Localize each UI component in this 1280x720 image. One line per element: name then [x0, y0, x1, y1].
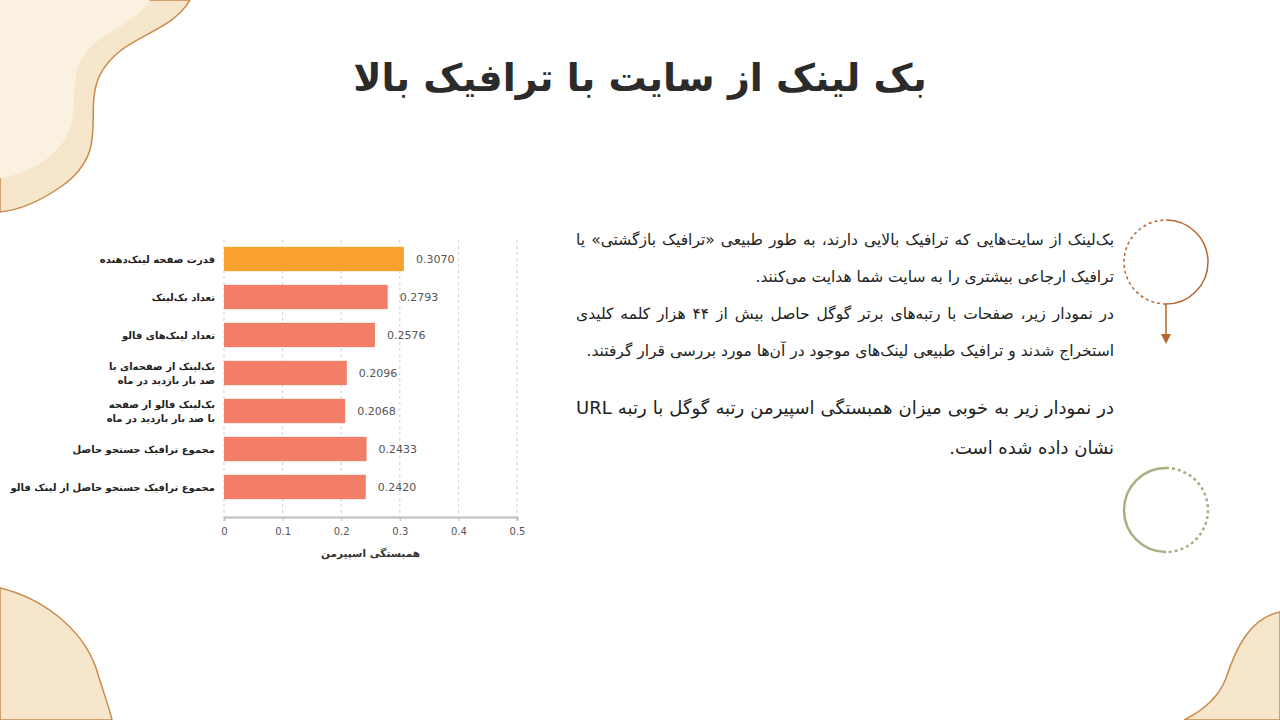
category-label: بک‌لینک از صفحه‌ای باصد بار بازدید در ما… — [109, 361, 215, 387]
tick-label: 0 — [221, 526, 227, 537]
bar — [224, 475, 366, 499]
category-label: تعداد بک‌لینک — [152, 292, 216, 303]
slide-title: بک لینک از سایت با ترافیک بالا — [240, 56, 1040, 100]
decor-shape — [0, 0, 190, 212]
tick-mark — [400, 517, 401, 521]
category-labels: قدرت صفحه لینک‌دهنده تعداد بک‌لینک تعداد ل… — [9, 254, 215, 494]
category-label: تعداد لینک‌های فالو — [121, 330, 215, 342]
category-label: قدرت صفحه لینک‌دهنده — [100, 254, 215, 266]
text-block: بک‌لینک از سایت‌هایی که ترافیک بالایی دا… — [576, 222, 1114, 468]
data-label: 0.2420 — [378, 481, 417, 494]
tick: 0.2 — [334, 517, 350, 537]
bar — [224, 437, 367, 461]
data-label: 0.3070 — [416, 253, 455, 266]
slide: 0 0.1 0.2 0.3 0.4 0.5 همبستگی اسپیرمن 0.3070 0.2… — [0, 0, 1280, 720]
decor-shape — [1165, 304, 1167, 338]
data-label: 0.2576 — [387, 329, 426, 342]
tick-label: 0.1 — [275, 526, 291, 537]
grid-line — [458, 240, 459, 517]
decor-shape — [1184, 612, 1280, 720]
decor-shape — [1124, 468, 1166, 552]
bar — [224, 285, 388, 309]
bar — [224, 247, 404, 271]
tick-label: 0.2 — [334, 526, 350, 537]
data-label: 0.2096 — [359, 367, 398, 380]
grid-line — [517, 240, 518, 517]
data-label: 0.2793 — [400, 291, 439, 304]
tick: 0.1 — [275, 517, 291, 537]
axis-line — [225, 518, 518, 522]
paragraph: در نمودار زیر، صفحات با رتبه‌های برتر گو… — [576, 296, 1114, 370]
decor-shape — [1124, 220, 1166, 304]
tick-mark — [283, 517, 284, 521]
paragraph: بک‌لینک از سایت‌هایی که ترافیک بالایی دا… — [576, 222, 1114, 296]
decor-shape — [1166, 220, 1208, 304]
tick-label: 0.3 — [392, 526, 408, 537]
tick: 0.5 — [510, 517, 526, 537]
tick: 0 — [221, 517, 227, 537]
tick-mark — [341, 517, 342, 521]
grid — [224, 240, 517, 517]
grid-line — [399, 240, 400, 517]
bars — [224, 247, 404, 499]
x-axis: 0 0.1 0.2 0.3 0.4 0.5 — [221, 517, 525, 537]
bar — [224, 399, 345, 423]
data-labels: 0.3070 0.2793 0.2576 0.2096 0.2068 0.2433 0.24… — [357, 253, 454, 494]
tick-mark — [517, 517, 518, 521]
decor-shape — [1166, 468, 1208, 552]
chart: 0 0.1 0.2 0.3 0.4 0.5 همبستگی اسپیرمن 0.3070 0.2… — [9, 240, 525, 560]
bar — [224, 323, 375, 347]
tick-mark — [458, 517, 459, 521]
data-label: 0.2433 — [379, 443, 418, 456]
decor-shape — [0, 0, 150, 178]
tick: 0.4 — [451, 517, 467, 537]
decor-shape — [1161, 334, 1171, 344]
category-label: مجموع ترافیک جستجو حاصل از لینک فالو — [9, 482, 215, 494]
paragraph: در نمودار زیر به خوبی میزان همبستگی اسپی… — [576, 388, 1114, 468]
category-label: مجموع ترافیک جستجو حاصل — [73, 444, 215, 456]
category-label: بک‌لینک فالو از صفحهبا صد بار بازدید در … — [107, 399, 215, 425]
bar — [224, 361, 347, 385]
decor-shape — [0, 588, 112, 720]
tick-label: 0.5 — [510, 526, 526, 537]
decoration — [0, 0, 1280, 720]
tick-mark — [224, 517, 225, 521]
tick: 0.3 — [392, 517, 408, 537]
tick-label: 0.4 — [451, 526, 467, 537]
axis-title: همبستگی اسپیرمن — [321, 547, 420, 560]
data-label: 0.2068 — [357, 405, 396, 418]
